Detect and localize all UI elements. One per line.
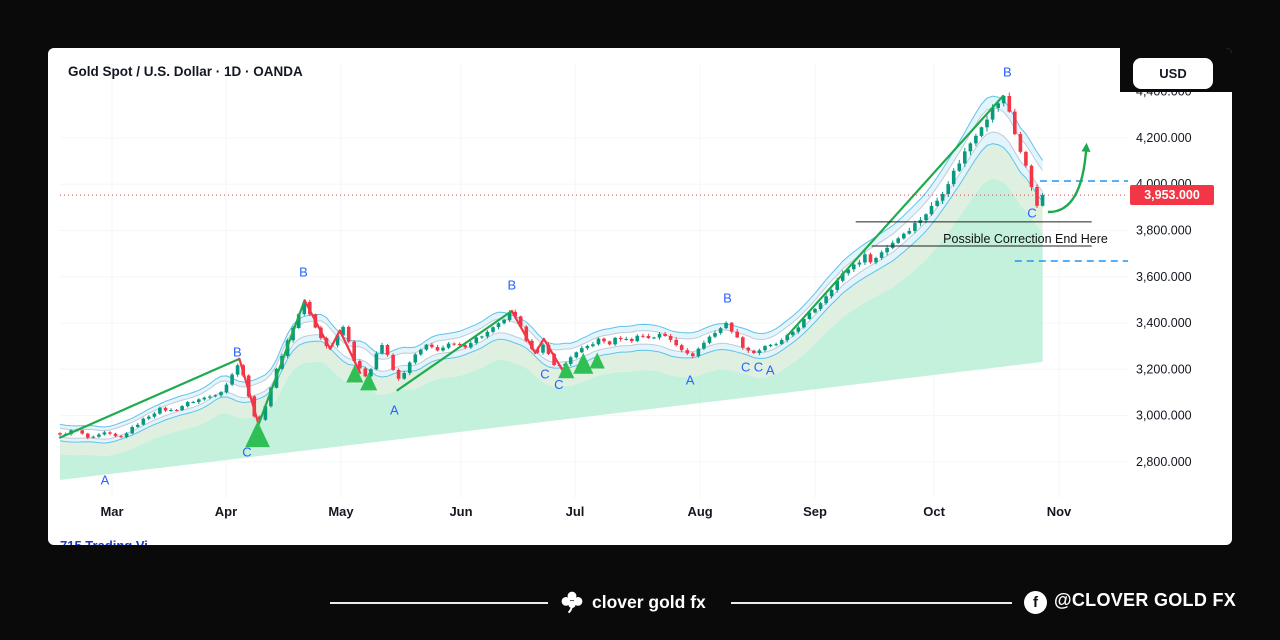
axis-labels: 4,400.0004,200.0004,000.0003,800.0003,60… [100,85,1191,519]
wave-label: C [242,445,251,460]
wave-trend-lines [58,94,1005,439]
clover-icon [560,590,584,614]
wave-label: C [741,360,750,375]
wave-label: A [390,403,399,418]
wave-label: B [233,345,242,360]
wave-label: C [554,377,563,392]
wave-label: C [754,360,763,375]
correction-annotation-text: Possible Correction End Here [943,232,1108,246]
buy-marker-icon [589,352,605,369]
cropped-watermark-text[interactable]: 715 Trading Vi [60,538,148,545]
month-label: Jun [449,504,472,519]
buy-marker-icon [346,364,364,383]
price-tick-label: 3,800.000 [1136,224,1192,238]
wave-label: C [1027,205,1036,220]
footer-brand-text: clover gold fx [592,592,706,612]
footer-handle-text: @CLOVER GOLD FX [1054,590,1237,610]
month-label: Apr [215,504,237,519]
footer-banner: clover gold fx f @CLOVER GOLD FX [0,545,1280,640]
wave-label: C [540,367,549,382]
month-label: Jul [566,504,585,519]
wave-label: A [101,473,110,488]
indicator-bands [59,95,1044,481]
price-tick-label: 2,800.000 [1136,455,1192,469]
axis-top-patch: USD [1120,48,1232,92]
month-label: Mar [100,504,123,519]
wave-label: B [507,278,516,293]
footer-divider-right [731,602,1012,604]
symbol-title: Gold Spot / U.S. Dollar · 1D · OANDA [68,64,303,79]
buy-marker-icon [360,372,378,391]
price-tick-label: 4,200.000 [1136,131,1192,145]
month-label: May [328,504,354,519]
footer-divider-left [330,602,548,604]
month-label: Oct [923,504,945,519]
month-label: Aug [687,504,712,519]
price-tick-label: 3,200.000 [1136,362,1192,376]
price-tick-label: 3,600.000 [1136,270,1192,284]
price-tick-label: 3,400.000 [1136,316,1192,330]
wave-label: A [686,373,695,388]
currency-button[interactable]: USD [1133,58,1213,89]
chart-panel: Possible Correction End Here A B C B A B C C A B C C… [48,48,1232,545]
wave-label: B [299,264,308,279]
buy-marker-icon [245,421,270,448]
month-label: Nov [1047,504,1072,519]
wave-label: B [1003,65,1012,80]
last-price-badge: 3,953.000 [1130,185,1214,205]
wave-label: B [723,291,732,306]
price-tick-label: 3,000.000 [1136,409,1192,423]
month-label: Sep [803,504,827,519]
wave-label: A [766,363,775,378]
buy-marker-icon [573,352,594,374]
buy-marker-icon [558,361,575,379]
facebook-icon: f [1024,591,1047,614]
